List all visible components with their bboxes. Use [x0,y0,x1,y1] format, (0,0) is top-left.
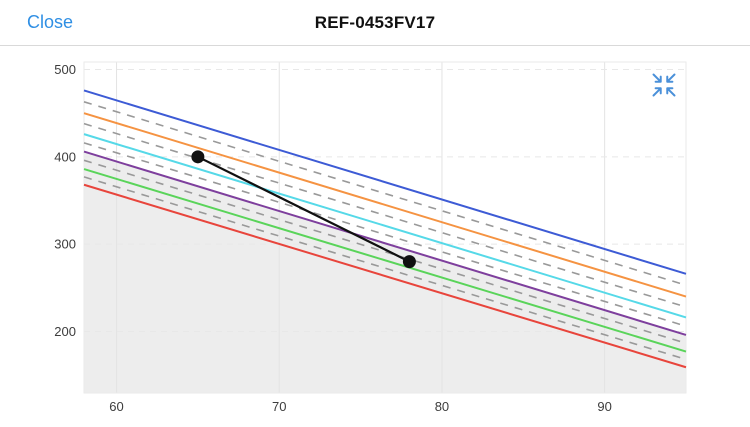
collapse-arrows-icon[interactable] [650,71,678,99]
x-axis-label: 60 [109,399,123,414]
ref-orange-line [83,112,687,298]
x-axis-label: 80 [435,399,449,414]
ref-cyan-line [83,133,687,319]
y-axis-label: 500 [54,62,76,77]
ref-purple-line [83,150,687,336]
plot-border [83,61,687,394]
y-axis-label: 300 [54,237,76,252]
navigation-bar: REF-0453FV17 Close [0,0,750,46]
series-measurements-point[interactable] [402,255,416,269]
page-title: REF-0453FV17 [314,12,436,32]
x-axis-label: 70 [272,399,286,414]
x-axis-label: 90 [597,399,611,414]
ref-green-line [83,168,687,353]
y-axis-label: 400 [54,149,76,164]
y-axis-label: 200 [54,324,76,339]
close-button[interactable]: Close [27,0,73,45]
ref-blue-line [83,89,687,275]
ref-red-line [83,183,687,369]
shaded-region [84,151,686,393]
series-measurements-point[interactable] [191,150,205,164]
series-measurements-line[interactable] [197,155,410,263]
